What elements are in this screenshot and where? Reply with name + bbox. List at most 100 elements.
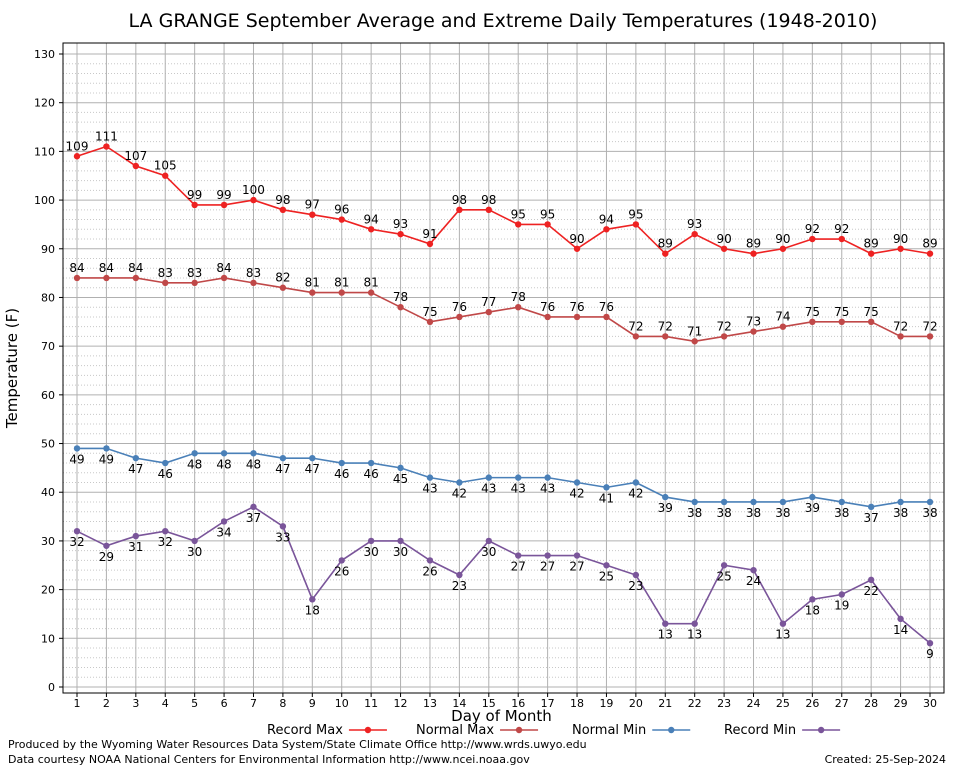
data-point — [720, 498, 728, 506]
data-point — [603, 313, 610, 321]
data-point — [103, 542, 110, 549]
data-label: 92 — [805, 222, 820, 236]
data-point — [809, 493, 816, 501]
x-axis-title: Day of Month — [451, 707, 552, 725]
x-tick-label: 30 — [923, 697, 937, 710]
data-label: 81 — [334, 276, 349, 290]
data-label: 71 — [687, 324, 702, 338]
data-label: 97 — [305, 198, 320, 212]
data-point — [220, 518, 228, 525]
data-label: 72 — [658, 319, 673, 333]
chart-title: LA GRANGE September Average and Extreme … — [129, 10, 878, 32]
data-label: 32 — [158, 535, 173, 549]
data-point — [897, 498, 904, 506]
data-point — [456, 206, 463, 214]
data-label: 26 — [422, 564, 437, 578]
data-label: 49 — [99, 452, 114, 466]
data-label: 37 — [246, 511, 261, 525]
data-label: 107 — [124, 149, 147, 163]
data-label: 31 — [128, 540, 143, 554]
legend-marker — [364, 726, 372, 734]
data-label: 19 — [834, 598, 849, 612]
data-point — [867, 318, 875, 326]
data-point — [426, 557, 434, 564]
plot-frame — [62, 42, 945, 694]
data-label: 13 — [687, 628, 702, 642]
data-point — [926, 250, 934, 257]
x-tick-label: 19 — [599, 697, 613, 710]
data-point — [720, 333, 728, 340]
data-point — [691, 620, 698, 627]
data-label: 77 — [481, 295, 496, 309]
data-point — [809, 596, 816, 603]
series-group: 109 111 107 105 99 99 100 98 97 96 94 93 91 98 98 95 95 9… — [66, 130, 938, 662]
data-label: 90 — [569, 232, 584, 246]
data-label: 95 — [540, 207, 555, 221]
data-point — [573, 479, 581, 486]
data-label: 73 — [746, 315, 761, 329]
data-label: 26 — [334, 564, 349, 578]
data-label: 46 — [363, 467, 378, 481]
y-tick-label: 70 — [41, 340, 55, 353]
data-label: 95 — [511, 207, 526, 221]
data-point — [220, 274, 228, 282]
data-label: 84 — [216, 261, 231, 275]
data-label: 82 — [275, 271, 290, 285]
x-tick-label: 11 — [364, 697, 378, 710]
data-label: 76 — [540, 300, 555, 314]
data-label: 109 — [66, 139, 89, 153]
data-point — [662, 333, 669, 340]
data-point — [132, 454, 140, 462]
data-point — [426, 318, 434, 326]
x-tick-label: 1 — [74, 697, 81, 710]
series-normal-min: 49 49 47 46 48 48 48 47 47 46 46 45 43 42 43 43 43 42 41 42… — [69, 445, 938, 525]
data-label: 27 — [569, 560, 584, 574]
data-label: 76 — [569, 300, 584, 314]
data-label: 42 — [628, 486, 643, 500]
data-label: 76 — [599, 300, 614, 314]
data-point — [838, 591, 845, 598]
y-tick-label: 120 — [34, 97, 55, 110]
grid — [63, 43, 944, 693]
data-label: 89 — [746, 237, 761, 251]
data-point — [691, 230, 698, 238]
data-label: 81 — [363, 276, 378, 290]
y-axis-title: Temperature (F) — [3, 308, 21, 429]
data-label: 43 — [422, 482, 437, 496]
x-tick-label: 22 — [688, 697, 702, 710]
data-point — [544, 221, 551, 228]
data-label: 78 — [393, 290, 408, 304]
credit-line-1: Produced by the Wyoming Water Resources … — [8, 738, 587, 751]
data-label: 94 — [363, 212, 378, 226]
data-point — [426, 240, 434, 248]
data-label: 98 — [275, 193, 290, 207]
data-point — [426, 474, 434, 481]
data-label: 34 — [216, 525, 231, 539]
data-label: 89 — [658, 237, 673, 251]
legend-label: Record Min — [724, 723, 796, 738]
y-tick-label: 110 — [34, 145, 55, 158]
x-tick-label: 14 — [452, 697, 466, 710]
data-point — [750, 250, 757, 257]
data-point — [279, 284, 287, 291]
data-point — [632, 333, 640, 340]
data-label: 95 — [628, 207, 643, 221]
data-label: 30 — [187, 545, 202, 559]
data-label: 81 — [305, 276, 320, 290]
data-point — [838, 498, 845, 506]
data-label: 46 — [334, 467, 349, 481]
x-tick-label: 4 — [162, 697, 169, 710]
data-label: 39 — [658, 501, 673, 515]
data-label: 43 — [540, 482, 555, 496]
data-label: 105 — [154, 159, 177, 173]
data-label: 42 — [569, 486, 584, 500]
x-tick-label: 29 — [894, 697, 908, 710]
data-point — [779, 323, 787, 330]
series-line — [76, 145, 931, 255]
data-label: 84 — [69, 261, 84, 275]
x-tick-label: 24 — [747, 697, 761, 710]
data-point — [544, 474, 551, 481]
x-tick-label: 10 — [335, 697, 349, 710]
data-label: 47 — [275, 462, 290, 476]
legend-item: Normal Min — [572, 723, 691, 738]
